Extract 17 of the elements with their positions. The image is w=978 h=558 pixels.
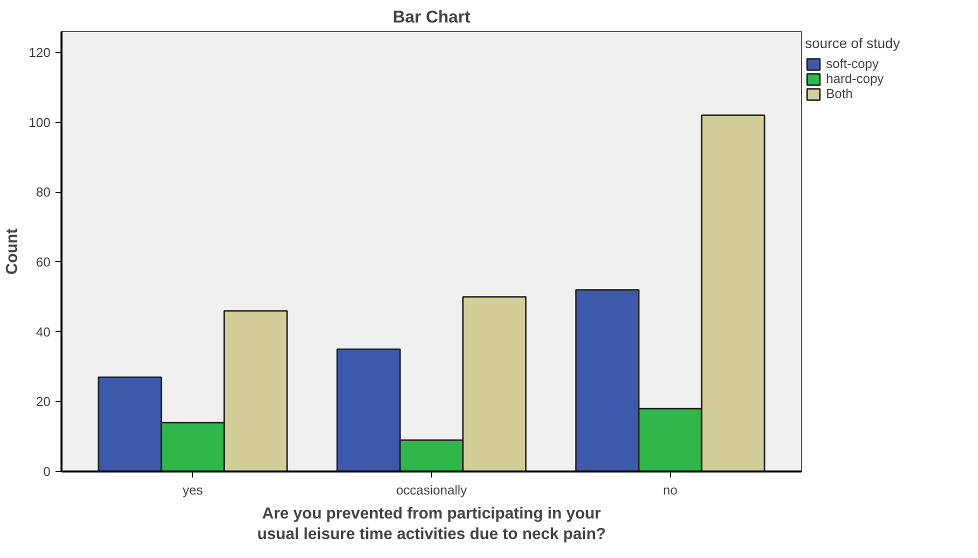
legend-title: source of study <box>805 35 900 51</box>
y-tick-label: 60 <box>36 254 51 270</box>
y-tick-label: 40 <box>36 324 51 340</box>
chart-title: Bar Chart <box>392 8 471 26</box>
y-tick-label: 120 <box>28 44 51 60</box>
x-tick-label: no <box>662 482 678 498</box>
y-axis-title: Count <box>4 228 21 275</box>
y-tick-label: 100 <box>28 114 51 130</box>
y-tick-label: 0 <box>43 464 51 479</box>
x-tick-label: yes <box>182 482 204 498</box>
y-tick-label: 80 <box>36 184 51 200</box>
legend-label: hard-copy <box>826 71 884 86</box>
legend-label: soft-copy <box>826 56 879 71</box>
legend-label: Both <box>826 86 853 101</box>
x-tick-label: occasionally <box>396 482 468 498</box>
y-tick-label: 20 <box>36 394 51 410</box>
x-axis-title: Are you prevented from participating in your usual leisure time activities due to neck pain? <box>257 506 606 543</box>
